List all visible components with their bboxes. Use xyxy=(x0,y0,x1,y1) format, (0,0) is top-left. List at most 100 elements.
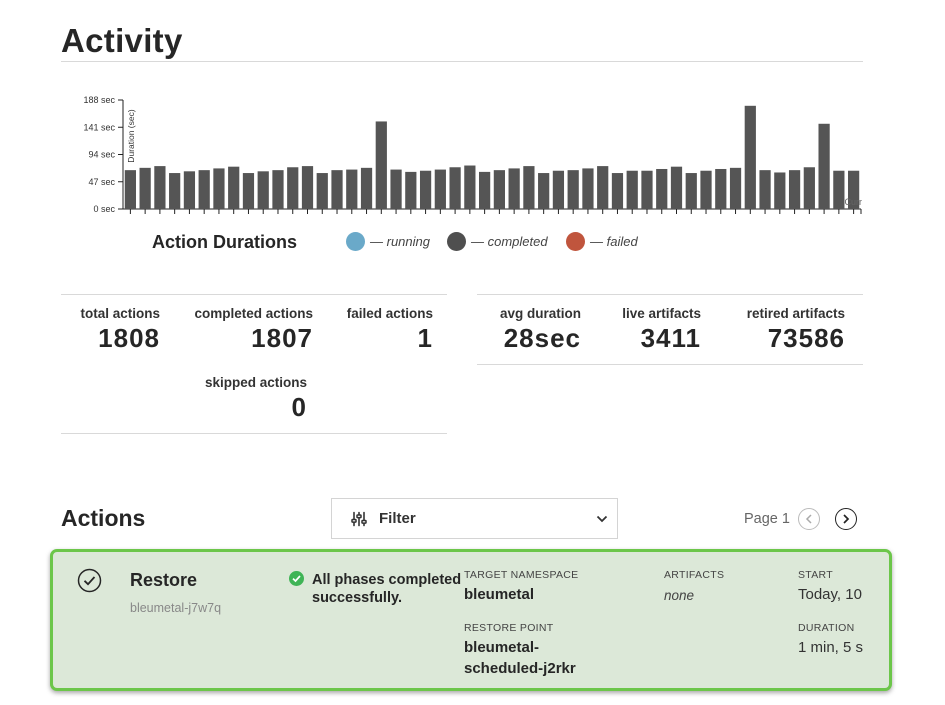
bar xyxy=(493,170,505,209)
pagination: Page 1 xyxy=(744,508,857,530)
filter-dropdown[interactable]: Filter xyxy=(331,498,618,539)
bar xyxy=(523,166,535,209)
y-tick-label: 94 sec xyxy=(88,150,115,160)
stat-value: 73586 xyxy=(767,323,845,353)
bar xyxy=(346,169,358,209)
stat-failed-actions: failed actions 1 xyxy=(347,306,433,354)
bar xyxy=(331,170,343,209)
bar xyxy=(213,168,225,209)
chevron-down-icon xyxy=(596,515,608,523)
bar xyxy=(848,170,860,209)
legend-running: — running xyxy=(346,232,430,251)
stat-label: completed actions xyxy=(194,306,313,321)
duration-value: 1 min, 5 s xyxy=(798,639,864,656)
bar xyxy=(479,171,491,209)
bar xyxy=(774,172,786,209)
bar xyxy=(670,166,683,209)
stat-live-artifacts: live artifacts 3411 xyxy=(622,306,701,354)
prev-page-button[interactable] xyxy=(797,508,820,530)
page-indicator: Page 1 xyxy=(744,511,790,527)
bar xyxy=(154,166,166,209)
bar xyxy=(169,173,181,209)
action-durations-chart: 0 sec 47 sec 94 sec 141 sec 188 sec Duration … xyxy=(83,95,862,214)
stat-label: total actions xyxy=(80,306,160,321)
title-divider xyxy=(61,61,863,62)
legend-failed-dot xyxy=(566,232,585,251)
bar xyxy=(434,169,446,209)
check-circle-icon xyxy=(77,568,102,598)
bar xyxy=(449,167,461,209)
stat-label: failed actions xyxy=(346,306,433,321)
bar xyxy=(833,170,845,209)
stat-value: 28sec xyxy=(503,323,581,353)
bar xyxy=(582,168,594,209)
bar xyxy=(597,166,609,209)
bar xyxy=(508,168,520,209)
action-card-restore[interactable]: Restore bleumetal-j7w7q All phases compl… xyxy=(50,549,892,691)
stat-completed-actions: completed actions 1807 xyxy=(194,306,313,354)
bar xyxy=(390,169,402,209)
status-message: All phases completed successfully. xyxy=(312,572,462,606)
bar xyxy=(759,170,771,209)
bar xyxy=(641,170,653,209)
bar xyxy=(287,167,299,209)
legend-running-dot xyxy=(346,232,365,251)
legend-completed-dot xyxy=(447,232,466,251)
bar xyxy=(715,168,727,209)
stat-skipped-actions: skipped actions 0 xyxy=(205,375,307,423)
bar xyxy=(139,167,151,209)
bar xyxy=(316,173,328,209)
bar xyxy=(685,173,697,209)
y-tick-label: 188 sec xyxy=(83,95,115,105)
restore-point-value-line2: scheduled-j2rkr xyxy=(464,660,576,677)
bar xyxy=(405,171,417,209)
bar xyxy=(729,167,742,209)
bar xyxy=(464,165,476,209)
bar xyxy=(124,170,136,209)
sliders-icon xyxy=(351,511,367,527)
legend-failed: — failed xyxy=(566,232,638,251)
action-id: bleumetal-j7w7q xyxy=(130,601,222,615)
status-success-icon xyxy=(289,571,304,591)
start-label: START xyxy=(798,569,833,581)
next-page-button[interactable] xyxy=(834,508,857,530)
stat-label: retired artifacts xyxy=(746,306,845,321)
page-title: Activity xyxy=(61,22,183,59)
bar xyxy=(183,171,196,209)
stat-retired-artifacts: retired artifacts 73586 xyxy=(747,306,845,354)
stats-right-bottom-rule xyxy=(477,364,863,365)
y-axis-label: Duration (sec) xyxy=(126,109,136,163)
stat-value: 1807 xyxy=(251,323,313,353)
bar xyxy=(272,170,284,209)
stat-label: live artifacts xyxy=(622,306,701,321)
stat-value: 3411 xyxy=(640,323,701,353)
chevron-right-icon xyxy=(843,514,850,524)
stat-value: 0 xyxy=(291,392,307,422)
duration-label: DURATION xyxy=(798,622,855,634)
bar xyxy=(744,105,756,209)
bar xyxy=(567,170,579,209)
stats-left-top-rule xyxy=(61,294,447,295)
y-tick-label: 47 sec xyxy=(88,177,115,187)
bar xyxy=(803,167,815,209)
bar xyxy=(198,170,210,209)
bar xyxy=(788,170,801,209)
stat-avg-duration: avg duration 28sec xyxy=(500,306,581,354)
legend-completed: — completed xyxy=(447,232,548,251)
bar xyxy=(419,170,432,209)
bar xyxy=(818,123,830,209)
chart-title: Action Durations xyxy=(152,232,298,252)
bar xyxy=(656,168,668,209)
restore-point-label: RESTORE POINT xyxy=(464,622,554,634)
legend-failed-label: — failed xyxy=(590,234,638,249)
bar xyxy=(257,171,269,209)
stat-value: 1808 xyxy=(98,323,160,353)
bar xyxy=(700,170,712,209)
restore-point-value-line1: bleumetal- xyxy=(464,639,540,656)
bar xyxy=(228,166,240,209)
stat-value: 1 xyxy=(417,323,433,353)
bar xyxy=(301,166,314,209)
filter-label: Filter xyxy=(379,510,416,527)
legend-running-label: — running xyxy=(370,234,430,249)
bar xyxy=(552,170,565,209)
